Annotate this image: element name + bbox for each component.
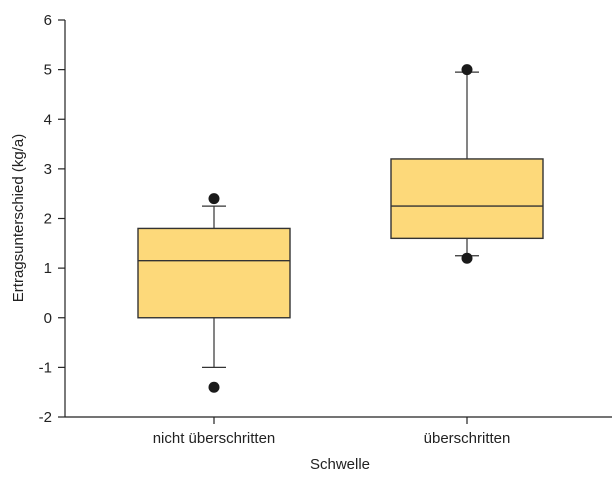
outlier-point — [208, 381, 220, 393]
y-tick-label: 2 — [44, 211, 52, 228]
iqr-box — [390, 158, 544, 240]
y-tick-label: 4 — [44, 111, 52, 128]
y-tick-label: 0 — [44, 310, 52, 327]
y-tick-label: 5 — [44, 62, 52, 79]
iqr-box — [137, 227, 291, 319]
outlier-point — [461, 64, 473, 76]
outlier-point — [461, 252, 473, 264]
y-tick-label: -1 — [39, 359, 52, 376]
x-axis: nicht überschritten überschritten — [65, 416, 612, 447]
x-tick-label: überschritten — [424, 430, 511, 447]
y-tick-label: 3 — [44, 161, 52, 178]
outlier-point — [208, 193, 220, 205]
y-axis: -2 -1 0 1 2 3 4 5 6 — [39, 12, 66, 426]
y-tick-label: -2 — [39, 409, 52, 426]
box-group — [137, 193, 291, 393]
y-axis-title: Ertragsunterschied (kg/a) — [10, 134, 27, 302]
x-tick-label: nicht überschritten — [153, 430, 276, 447]
y-tick-label: 1 — [44, 260, 52, 277]
box-series — [137, 64, 544, 393]
y-tick-label: 6 — [44, 12, 52, 29]
x-axis-title: Schwelle — [310, 456, 370, 473]
box-group — [390, 64, 544, 264]
